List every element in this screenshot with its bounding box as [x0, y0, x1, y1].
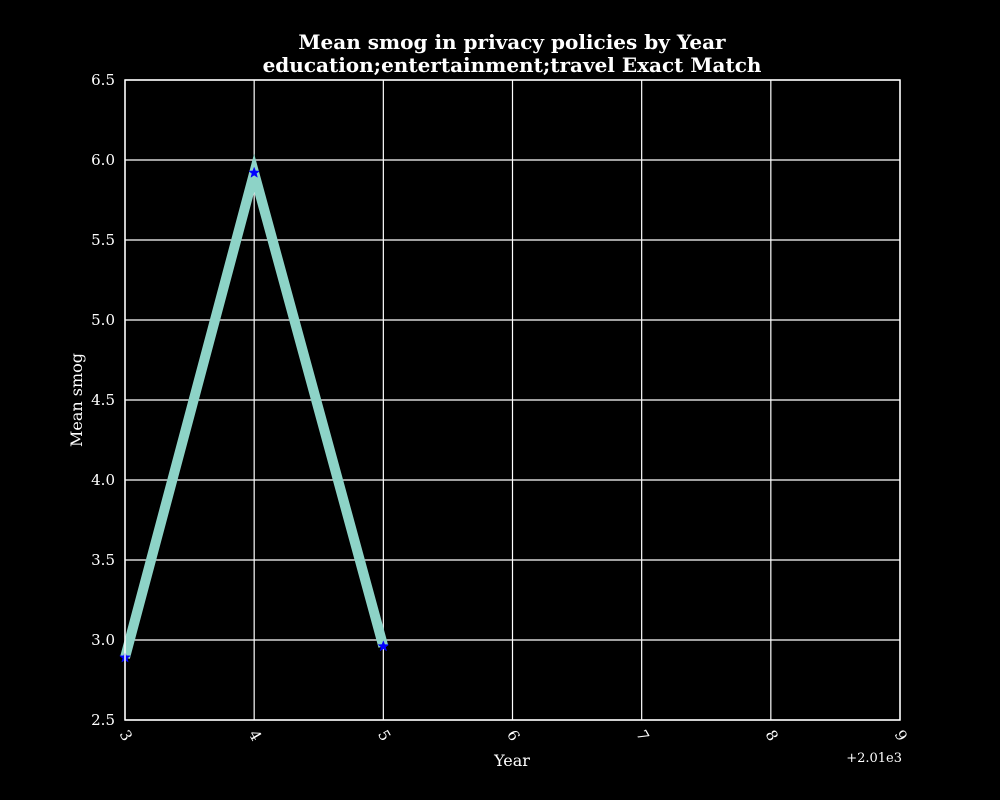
y-tick-label: 3.0: [91, 631, 115, 649]
y-tick-label: 4.5: [91, 391, 115, 409]
plot-frame: [124, 79, 901, 721]
y-tick-label: 3.5: [91, 551, 115, 569]
chart-title-line-2: education;entertainment;travel Exact Mat…: [263, 53, 762, 77]
x-axis-label: Year: [493, 751, 530, 770]
y-tick-label: 4.0: [91, 471, 115, 489]
y-tick-label: 6.0: [91, 151, 115, 169]
y-tick-label: 5.0: [91, 311, 115, 329]
y-axis-label: Mean smog: [67, 353, 86, 447]
y-tick-label: 5.5: [91, 231, 115, 249]
chart-title-line-1: Mean smog in privacy policies by Year: [298, 30, 726, 54]
y-tick-label: 2.5: [91, 711, 115, 729]
y-tick-label: 6.5: [91, 71, 115, 89]
x-axis-offset-label: +2.01e3: [846, 751, 902, 766]
data-point-marker: [377, 640, 390, 652]
data-point-marker: [248, 166, 261, 178]
